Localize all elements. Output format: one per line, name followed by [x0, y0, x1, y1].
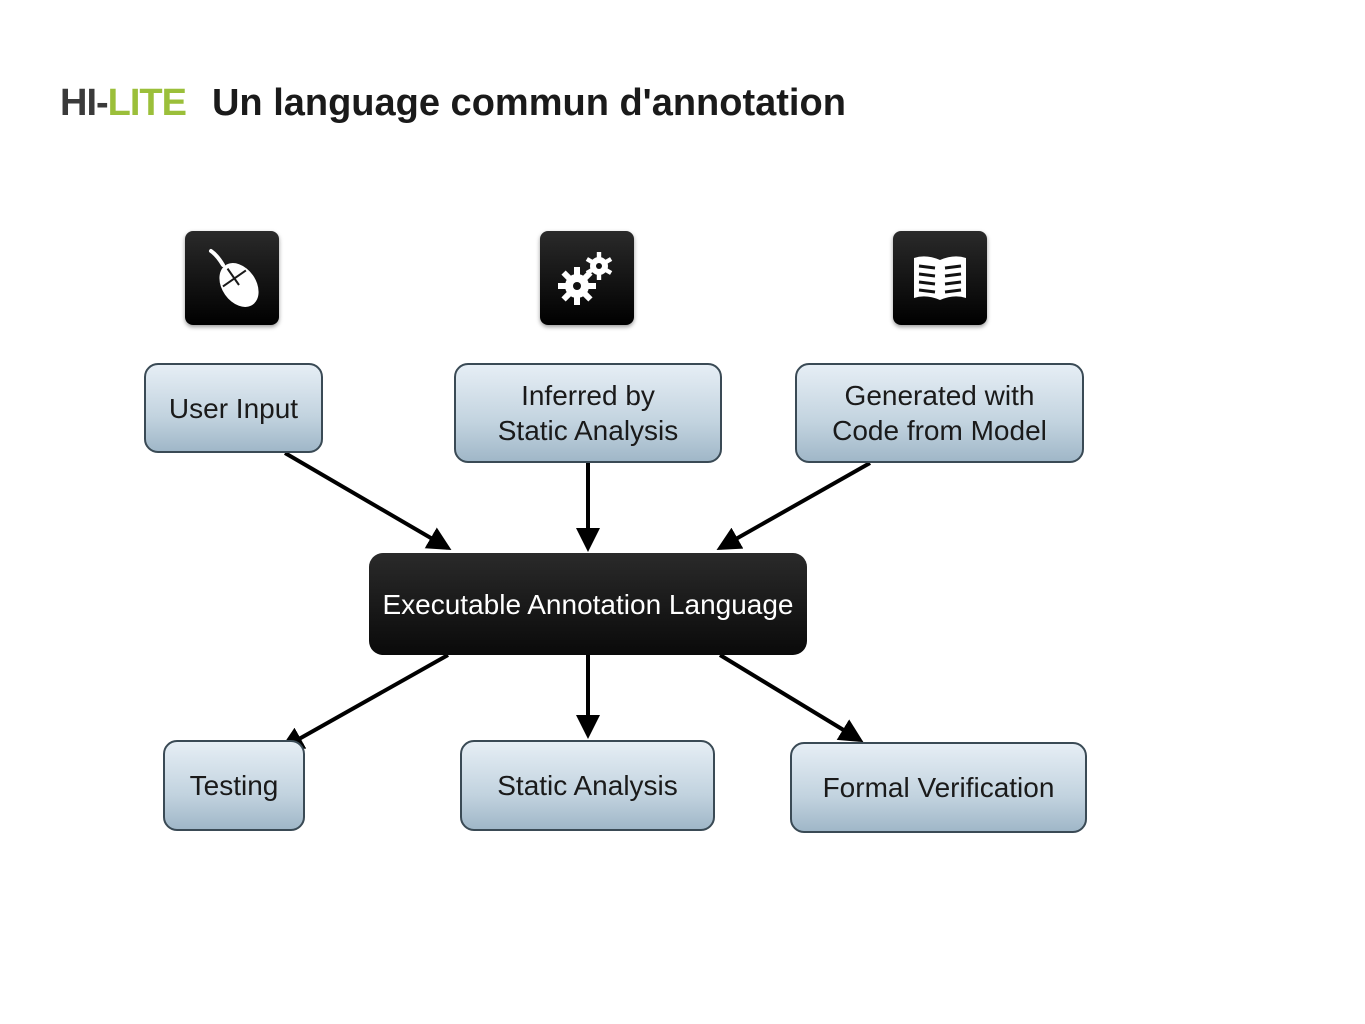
- slide-title: Un language commun d'annotation: [212, 82, 846, 125]
- node-center: Executable Annotation Language: [369, 553, 807, 655]
- edge-generated-to-center: [720, 463, 870, 548]
- node-formal: Formal Verification: [790, 742, 1087, 833]
- edge-center-to-testing: [283, 655, 448, 748]
- edge-center-to-formal: [720, 655, 860, 740]
- book-icon: [893, 231, 987, 325]
- edge-user-input-to-center: [285, 453, 448, 548]
- node-user-input: User Input: [144, 363, 323, 453]
- node-static-analysis: Static Analysis: [460, 740, 715, 831]
- logo: HI-LITE: [60, 82, 186, 125]
- mouse-icon: [185, 231, 279, 325]
- logo-part1: HI-: [60, 82, 108, 124]
- flow-arrows: [0, 0, 1365, 1024]
- logo-part2: LITE: [108, 82, 186, 124]
- node-generated: Generated with Code from Model: [795, 363, 1084, 463]
- node-inferred: Inferred by Static Analysis: [454, 363, 722, 463]
- slide-header: HI-LITE Un language commun d'annotation: [60, 82, 846, 125]
- gears-icon: [540, 231, 634, 325]
- node-testing: Testing: [163, 740, 305, 831]
